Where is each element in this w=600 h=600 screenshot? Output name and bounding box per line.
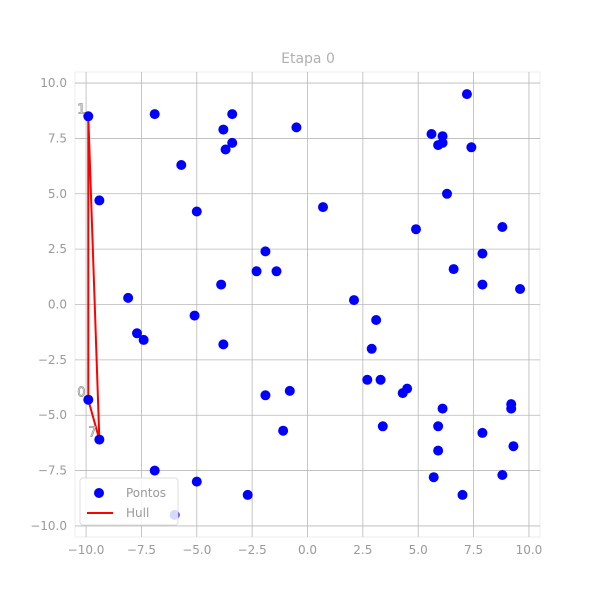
data-point: [132, 328, 142, 339]
data-point: [442, 188, 452, 199]
hull-vertex-label: 7: [88, 426, 96, 441]
data-point: [506, 399, 517, 410]
data-point: [138, 334, 149, 345]
data-point: [242, 489, 253, 500]
data-point: [83, 111, 94, 122]
data-point: [318, 202, 328, 213]
data-point: [349, 295, 359, 306]
hull-annotations: 1 0 7: [77, 102, 97, 441]
data-point: [176, 160, 187, 170]
data-point: [260, 246, 271, 257]
data-point: [94, 195, 105, 206]
data-point: [477, 279, 488, 290]
chart-title: Etapa 0: [281, 51, 335, 67]
legend-label-pontos: Pontos: [126, 486, 166, 500]
hull-line: [87, 115, 101, 441]
data-point: [477, 427, 488, 438]
legend-marker-pontos: [94, 488, 104, 498]
x-tick-label: 2.5: [353, 543, 372, 557]
data-point: [123, 292, 134, 303]
data-point: [433, 445, 444, 456]
data-point: [371, 315, 382, 325]
data-point: [218, 124, 229, 135]
legend: Pontos Hull: [79, 477, 179, 526]
data-point: [260, 390, 271, 401]
data-point: [189, 310, 200, 321]
data-point: [83, 394, 94, 405]
data-point: [191, 206, 202, 217]
axis-ticks: −10.0 −7.5 −5.0 −2.5 0.0 2.5 5.0 7.5 10.0−10.0−7…: [30, 76, 542, 557]
data-point: [271, 266, 282, 277]
data-point: [216, 279, 227, 290]
data-point: [227, 137, 238, 148]
data-point: [437, 131, 448, 142]
hull-series: [87, 115, 101, 441]
data-point: [411, 224, 421, 235]
data-point: [457, 489, 468, 500]
y-tick-label: −10.0: [30, 519, 67, 533]
data-point: [377, 421, 388, 432]
x-tick-label: 0.0: [298, 543, 317, 557]
data-point: [508, 441, 519, 452]
x-tick-label: −5.0: [182, 543, 211, 557]
y-tick-label: −7.5: [38, 464, 67, 478]
data-point: [448, 264, 459, 275]
data-point: [426, 129, 437, 139]
data-point: [402, 383, 413, 394]
data-point: [284, 385, 295, 396]
y-tick-label: 5.0: [48, 187, 67, 201]
data-point: [218, 339, 229, 350]
data-point: [428, 472, 439, 483]
x-tick-label: −2.5: [238, 543, 267, 557]
data-point: [227, 109, 238, 120]
data-point: [291, 122, 302, 133]
hull-vertex-label: 0: [77, 386, 85, 401]
data-point: [461, 89, 472, 100]
data-point: [251, 266, 262, 277]
data-point: [437, 403, 448, 414]
hull-vertex-label: 1: [77, 102, 85, 117]
y-tick-label: −5.0: [38, 408, 67, 422]
data-point: [362, 374, 373, 385]
x-tick-label: −7.5: [127, 543, 156, 557]
legend-label-hull: Hull: [126, 506, 149, 520]
y-tick-label: 7.5: [48, 131, 67, 145]
x-tick-label: 10.0: [516, 543, 543, 557]
data-point: [149, 109, 160, 120]
data-point: [149, 465, 160, 476]
data-point: [466, 142, 477, 153]
x-tick-label: 5.0: [409, 543, 428, 557]
y-tick-label: −2.5: [38, 353, 67, 367]
x-tick-label: 7.5: [464, 543, 483, 557]
x-tick-label: −10.0: [68, 543, 105, 557]
y-tick-label: 2.5: [48, 242, 67, 256]
points-series: [83, 89, 526, 520]
grid: [75, 72, 540, 537]
data-point: [366, 343, 377, 354]
data-point: [497, 222, 508, 232]
data-point: [515, 284, 526, 294]
data-point: [191, 476, 202, 487]
y-tick-label: 10.0: [40, 76, 67, 90]
data-point: [497, 470, 508, 480]
data-point: [477, 248, 488, 259]
data-point: [433, 421, 444, 432]
data-point: [220, 144, 231, 155]
data-point: [375, 374, 386, 385]
data-point: [94, 434, 105, 445]
data-point: [278, 425, 289, 436]
y-tick-label: 0.0: [48, 298, 67, 312]
